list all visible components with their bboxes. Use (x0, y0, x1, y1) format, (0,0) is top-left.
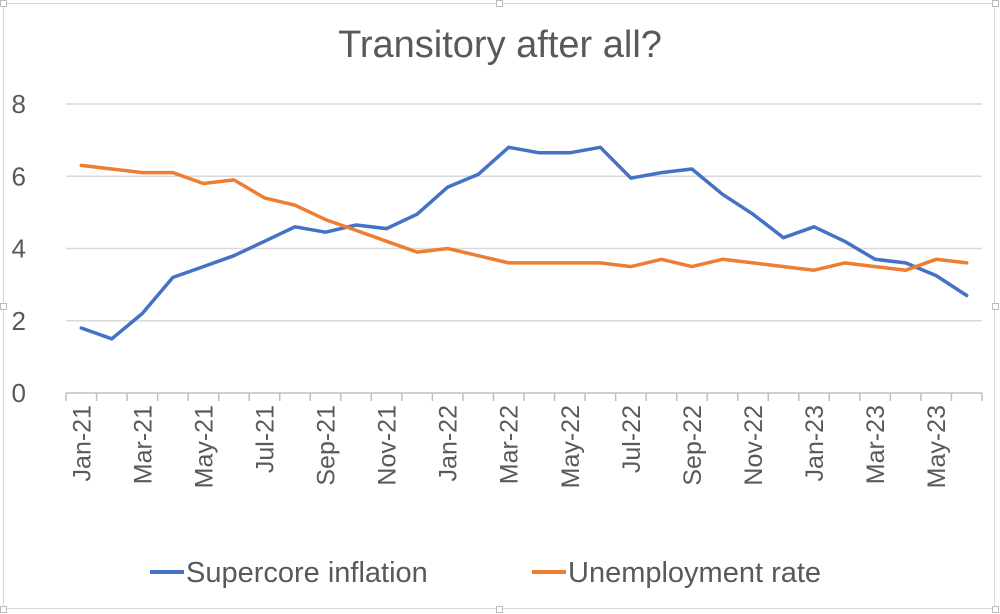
resize-handle-bottom-right[interactable] (992, 606, 999, 613)
y-tick-label: 4 (12, 234, 26, 264)
x-tick-label: Mar-22 (496, 405, 524, 484)
x-tick-label: Jan-21 (68, 405, 96, 481)
legend: Supercore inflation Unemployment rate (150, 557, 821, 589)
series-line-0 (79, 145, 969, 341)
y-tick-label: 6 (12, 161, 26, 191)
x-tick-label: Jan-22 (435, 405, 463, 481)
resize-handle-bottom-center[interactable] (496, 606, 503, 613)
x-tick-label: May-22 (557, 405, 585, 488)
y-tick-label: 2 (12, 306, 26, 336)
resize-handle-middle-left[interactable] (0, 303, 7, 310)
x-axis (65, 392, 983, 401)
legend-label: Supercore inflation (186, 557, 428, 589)
x-tick-label: Nov-21 (374, 405, 402, 486)
x-tick-label: Sep-21 (313, 405, 341, 486)
x-tick-label: Jan-23 (801, 405, 829, 481)
legend-label: Unemployment rate (568, 557, 821, 589)
x-tick-label: Mar-21 (129, 405, 157, 484)
chart-title: Transitory after all? (338, 24, 662, 66)
x-tick-label: Mar-23 (862, 405, 890, 484)
resize-handle-middle-right[interactable] (992, 303, 999, 310)
y-tick-label: 0 (12, 378, 26, 408)
resize-handle-top-left[interactable] (0, 0, 7, 7)
resize-handle-bottom-left[interactable] (0, 606, 7, 613)
x-axis-tick-labels: Jan-21 Mar-21 May-21 Jul-21 Sep-21 Nov-21 Jan-… (68, 405, 951, 488)
x-tick-label: May-21 (190, 405, 218, 488)
y-tick-label: 8 (12, 89, 26, 119)
gridlines (66, 103, 982, 322)
x-tick-label: Nov-22 (740, 405, 768, 486)
resize-handle-top-right[interactable] (992, 0, 999, 7)
series-lines (79, 145, 969, 341)
x-tick-label: May-23 (923, 405, 951, 488)
y-axis-tick-labels: 0 2 4 6 8 (12, 89, 26, 408)
x-tick-label: Sep-22 (679, 405, 707, 486)
series-line-1 (79, 163, 969, 272)
x-tick-label: Jul-21 (251, 405, 279, 473)
x-tick-label: Jul-22 (618, 405, 646, 473)
resize-handle-top-center[interactable] (496, 0, 503, 7)
